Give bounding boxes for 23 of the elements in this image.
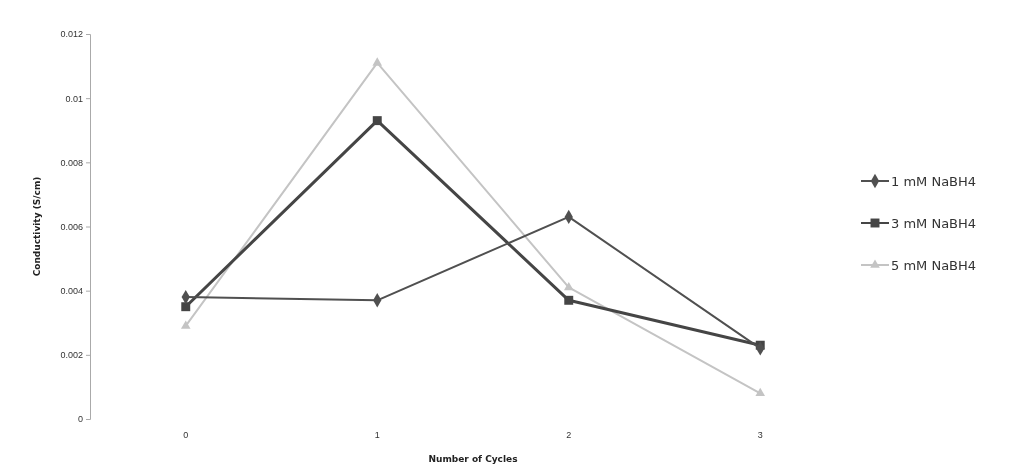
point (563, 281, 574, 291)
y-tick-label: 0.012 (60, 29, 83, 40)
y-axis-title: Conductivity (S/cm) (32, 176, 42, 277)
y-tick-label: 0.008 (60, 157, 83, 168)
y-tick-label: 0.002 (60, 350, 83, 361)
point (372, 57, 383, 66)
point (181, 302, 191, 312)
point (180, 320, 191, 329)
legend-label: 3 mM NaBH4 (891, 216, 977, 231)
legend-label: 1 mM NaBH4 (891, 174, 977, 189)
x-tick-label: 0 (183, 430, 189, 441)
y-tick-label: 0.01 (65, 93, 83, 104)
x-tick-label: 1 (374, 430, 380, 441)
x-tick-label: 3 (757, 430, 763, 441)
point (755, 387, 766, 397)
y-tick-label: 0.004 (60, 286, 83, 297)
legend-label: 5 mM NaBH4 (891, 258, 977, 273)
y-tick-label: 0.006 (60, 221, 83, 232)
x-tick-label: 2 (566, 430, 572, 441)
y-tick-label: 0 (77, 414, 83, 425)
point (564, 295, 574, 305)
x-axis-title: Number of Cycles (428, 454, 518, 464)
point (372, 116, 382, 126)
